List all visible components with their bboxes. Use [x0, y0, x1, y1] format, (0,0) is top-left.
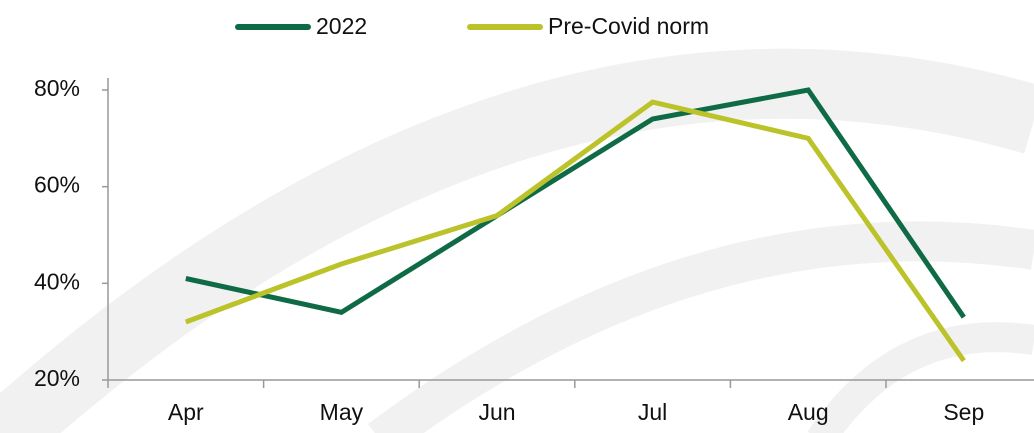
legend-label: Pre-Covid norm [548, 13, 709, 39]
legend-label: 2022 [316, 13, 367, 39]
y-tick-label: 40% [34, 268, 80, 294]
background-arcs [0, 48, 1034, 433]
x-tick-label: Jun [478, 399, 515, 425]
arc [0, 48, 1034, 433]
y-tick-label: 60% [34, 172, 80, 198]
arc [368, 221, 1034, 433]
x-tick-label: Sep [943, 399, 984, 425]
y-tick-label: 80% [34, 75, 80, 101]
plot: 20% 40% 60% 80% Apr May Jun Jul Aug Sep 2022 Pre-Co… [34, 13, 1034, 425]
x-tick-label: May [320, 399, 364, 425]
line-series [185, 87, 966, 319]
x-tick-label: Jul [638, 399, 667, 425]
line-series [184, 99, 966, 363]
x-tick-label: Apr [168, 399, 204, 425]
arc [807, 322, 1034, 433]
x-tick-label: Aug [788, 399, 829, 425]
y-tick-label: 20% [34, 365, 80, 391]
